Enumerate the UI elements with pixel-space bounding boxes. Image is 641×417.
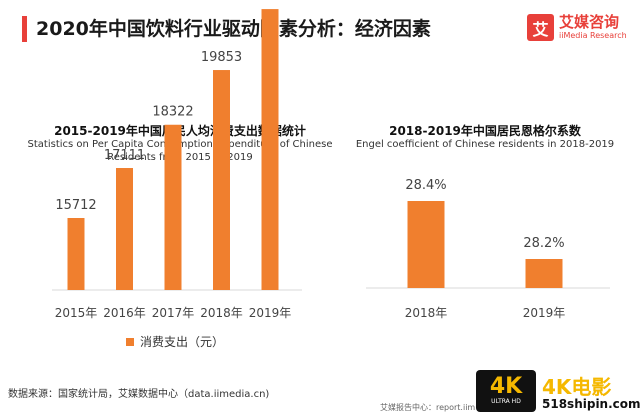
watermark-title: 4K电影: [542, 375, 612, 399]
chart1-category-label: 2017年: [152, 306, 195, 320]
iimedia-logo: 艾 艾媒咨询 iiMedia Research: [527, 14, 627, 41]
chart1-bar: [213, 70, 230, 290]
watermark-badge: 4K ULTRA HD: [476, 370, 536, 412]
title-accent-bar: [22, 16, 27, 42]
chart2-value-label: 28.2%: [523, 236, 564, 251]
chart2-bar: [525, 259, 563, 288]
chart1-value-label: 18322: [152, 105, 193, 120]
chart1-category-label: 2015年: [55, 306, 98, 320]
chart1-category-label: 2018年: [200, 306, 243, 320]
chart2-value-label: 28.4%: [405, 178, 446, 193]
chart2-subtitle: Engel coefficient of Chinese residents i…: [355, 139, 615, 150]
legend-swatch: [126, 337, 134, 346]
legend-label: 消费支出（元）: [140, 335, 225, 349]
chart1-value-label: 17111: [104, 148, 145, 163]
watermark-ultra-text: ULTRA HD: [491, 398, 521, 405]
data-source: 数据来源：国家统计局，艾媒数据中心（data.iimedia.cn): [8, 389, 270, 400]
logo-name-en: iiMedia Research: [559, 31, 627, 40]
logo-name-cn: 艾媒咨询: [559, 13, 620, 31]
chart2-category-label: 2018年: [405, 306, 448, 320]
chart2-title: 2018-2019年中国居民恩格尔系数: [389, 124, 581, 138]
watermark-4k-text: 4K: [489, 374, 523, 399]
chart1-value-label: 21559: [249, 0, 290, 4]
chart1-bar: [116, 168, 133, 290]
report-center-text: 艾媒报告中心：report.iim: [380, 403, 476, 412]
chart1-bar: [164, 124, 182, 291]
chart1-bar: [67, 218, 85, 290]
watermark-4k: 4K ULTRA HD 4K电影 518shipin.com: [476, 370, 641, 414]
chart1-category-label: 2016年: [103, 306, 146, 320]
chart1-category-label: 2019年: [249, 306, 292, 320]
watermark-url: 518shipin.com: [542, 397, 641, 411]
chart2-bar: [407, 201, 445, 288]
logo-mark: 艾: [527, 14, 554, 41]
chart1-value-label: 19853: [201, 50, 242, 65]
chart1-legend: 消费支出（元）: [126, 333, 224, 350]
chart1-bar: [261, 9, 279, 290]
chart1-value-label: 15712: [55, 198, 96, 213]
logo-text: 艾媒咨询 iiMedia Research: [559, 15, 627, 40]
page-title: 2020年中国饮料行业驱动因素分析：经济因素: [36, 18, 431, 40]
chart2-category-label: 2019年: [523, 306, 566, 320]
